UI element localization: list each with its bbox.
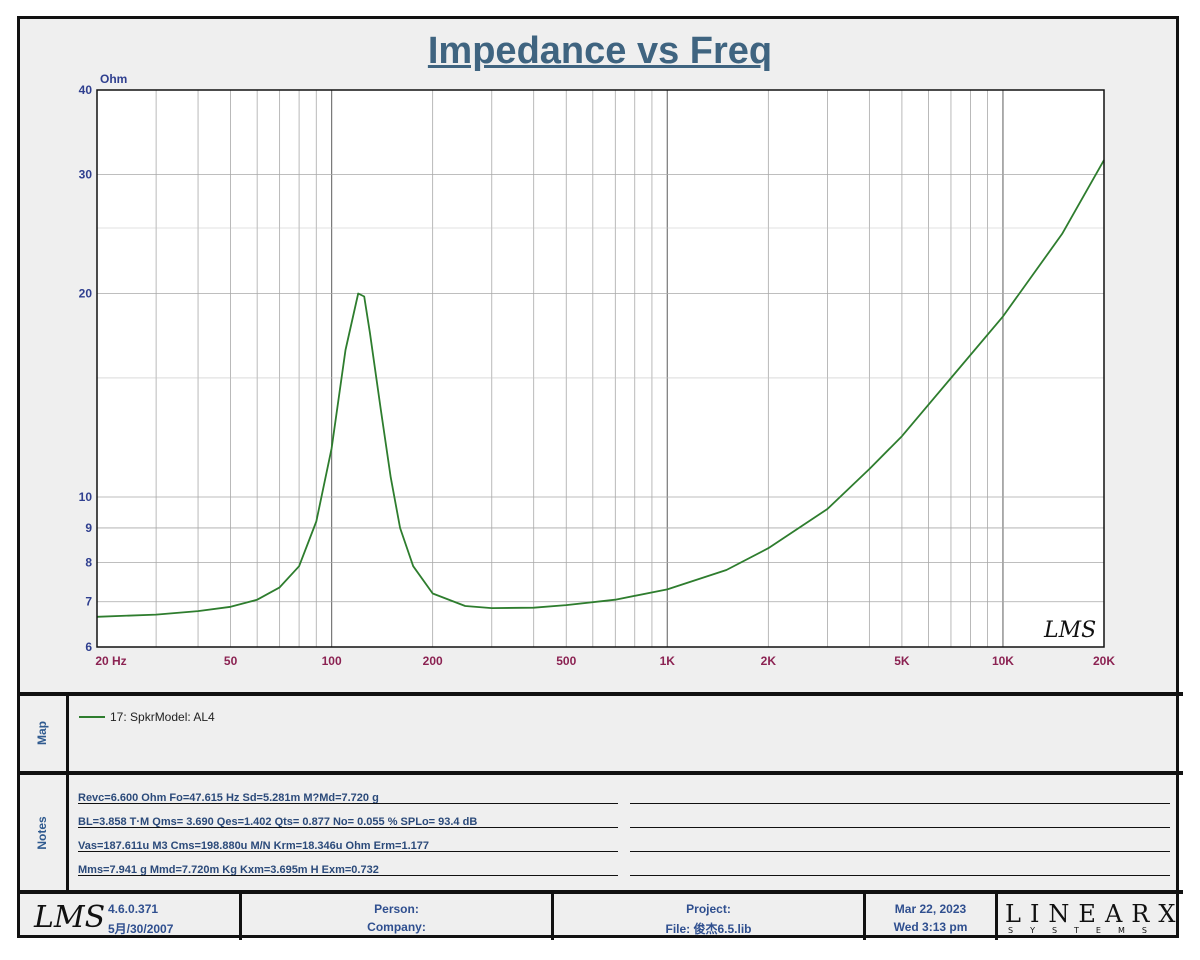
legend-entry: 17: SpkrModel: AL4 (110, 710, 215, 724)
project-field: Project: (686, 902, 731, 916)
y-tick-label: 9 (85, 521, 92, 535)
note-rule (78, 803, 618, 804)
footer-divider (239, 894, 242, 940)
version-date: 5月/30/2007 (108, 922, 174, 936)
map-label: Map (35, 721, 49, 745)
label-column-divider (66, 694, 69, 890)
company-field: Company: (367, 920, 426, 934)
x-tick-label: 1K (660, 654, 676, 668)
legend-swatch (79, 716, 105, 718)
y-axis-label: Ohm (100, 72, 127, 86)
y-tick-label: 40 (79, 83, 93, 97)
chart-separator (17, 692, 1183, 696)
x-tick-label: 20K (1093, 654, 1115, 668)
plot-border (96, 89, 1105, 648)
impedance-chart: 20 Hz 50 100 200 500 1K 2K 5K 10K 20K 40 30 20 10 9 8 7 6… (79, 72, 1116, 668)
note-line-2: BL=3.858 T·M Qms= 3.690 Qes=1.402 Qts= 0… (78, 816, 478, 828)
y-tick-label: 7 (85, 595, 92, 609)
chart-title: Impedance vs Freq (427, 30, 773, 72)
linearx-logo: LINEARX (1005, 900, 1185, 928)
version: 4.6.0.371 (108, 902, 159, 916)
x-tick-label: 5K (894, 654, 910, 668)
impedance-curve (96, 159, 1105, 618)
x-tick-label: 200 (423, 654, 443, 668)
x-tick-label: 2K (761, 654, 777, 668)
report-date: Mar 22, 2023 (894, 902, 967, 916)
lms-logo: LMS (34, 900, 106, 935)
note-rule (630, 803, 1170, 804)
linearx-subtitle: SYSTEMS (1008, 926, 1164, 935)
note-rule (78, 875, 618, 876)
plot-lms-watermark: LMS (1043, 618, 1096, 643)
file-field: File: 俊杰6.5.lib (665, 922, 752, 936)
footer-divider (551, 894, 554, 940)
x-tick-label: 500 (556, 654, 576, 668)
note-rule (630, 875, 1170, 876)
note-rule (630, 851, 1170, 852)
person-field: Person: (374, 902, 419, 916)
note-rule (78, 827, 618, 828)
note-rule (78, 851, 618, 852)
footer-divider (995, 894, 998, 940)
y-tick-label: 8 (85, 556, 92, 570)
plot-area (97, 90, 1104, 647)
x-tick-label: 100 (322, 654, 342, 668)
note-line-1: Revc=6.600 Ohm Fo=47.615 Hz Sd=5.281m M?… (78, 792, 379, 804)
map-separator (17, 771, 1183, 775)
x-tick-label: 10K (992, 654, 1014, 668)
note-rule (630, 827, 1170, 828)
y-tick-label: 6 (85, 640, 92, 654)
report-time: Wed 3:13 pm (893, 920, 968, 934)
notes-separator (17, 890, 1183, 894)
x-tick-label: 20 Hz (95, 654, 126, 668)
notes-label: Notes (35, 816, 49, 850)
footer-divider (863, 894, 866, 940)
y-tick-label: 20 (79, 287, 93, 301)
note-line-4: Mms=7.941 g Mmd=7.720m Kg Kxm=3.695m H E… (78, 864, 379, 876)
x-tick-label: 50 (224, 654, 238, 668)
y-tick-label: 10 (79, 490, 93, 504)
y-tick-label: 30 (79, 167, 93, 181)
note-line-3: Vas=187.611u M3 Cms=198.880u M/N Krm=18.… (78, 840, 429, 852)
